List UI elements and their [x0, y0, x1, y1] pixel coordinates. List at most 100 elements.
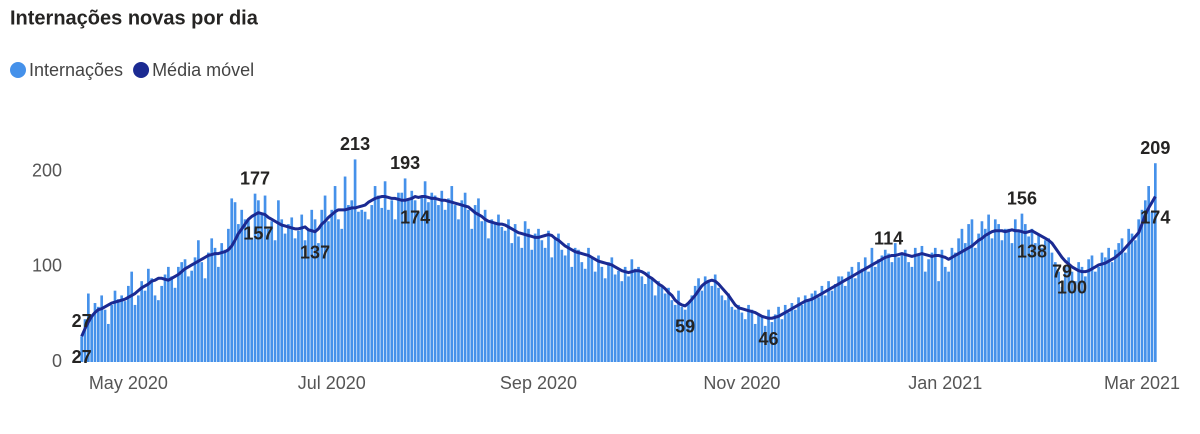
bar	[403, 178, 407, 362]
bar	[343, 176, 347, 362]
bar	[120, 295, 124, 362]
bar	[477, 198, 480, 362]
bar	[743, 319, 747, 362]
bar	[1067, 257, 1070, 362]
bar	[970, 219, 974, 362]
bar	[797, 297, 800, 362]
bar	[253, 193, 257, 362]
bar	[513, 224, 517, 362]
bar	[177, 266, 180, 362]
bar	[1143, 200, 1147, 362]
bar	[847, 271, 850, 362]
bar	[510, 243, 514, 362]
bar	[900, 253, 904, 362]
bar	[153, 295, 157, 362]
bar	[287, 224, 290, 362]
bar	[923, 271, 927, 362]
bar	[553, 238, 557, 362]
bar	[323, 195, 327, 362]
bar	[840, 276, 844, 362]
bar	[833, 284, 837, 362]
bar	[780, 319, 784, 362]
bar	[80, 336, 84, 362]
bar	[637, 266, 640, 362]
bar	[1013, 219, 1017, 362]
bar	[673, 304, 677, 362]
bar	[97, 306, 100, 362]
bar	[567, 243, 570, 362]
bar	[213, 247, 217, 362]
bar	[137, 295, 140, 362]
bar	[543, 247, 547, 362]
bar	[820, 285, 824, 362]
bar	[347, 205, 350, 362]
bar	[653, 295, 657, 362]
bar	[327, 221, 330, 362]
bar	[1097, 266, 1100, 362]
legend-swatch	[133, 62, 150, 78]
bar	[557, 233, 560, 362]
bar	[1087, 259, 1090, 362]
bar	[193, 257, 197, 362]
bar	[527, 228, 530, 362]
bar	[1130, 233, 1134, 362]
bar	[277, 200, 280, 362]
bar	[873, 266, 877, 362]
bar	[933, 247, 937, 362]
bar	[203, 278, 207, 362]
legend-swatch	[10, 62, 26, 78]
bar	[93, 303, 97, 362]
bar	[910, 266, 914, 362]
bar	[693, 285, 697, 362]
bar	[457, 219, 460, 362]
bar	[453, 205, 457, 362]
bar	[817, 297, 820, 362]
bar	[687, 303, 690, 362]
bar	[570, 266, 574, 362]
bar	[787, 312, 790, 362]
bar	[913, 247, 917, 362]
bar	[597, 255, 600, 362]
bar	[640, 276, 644, 362]
bar	[250, 238, 254, 362]
x-tick-label: Jul 2020	[298, 373, 366, 393]
bar	[547, 230, 550, 362]
bar	[123, 301, 127, 362]
bar	[283, 233, 287, 362]
bar	[667, 287, 670, 362]
bar	[520, 247, 524, 362]
bar	[1000, 240, 1004, 362]
bar	[210, 238, 214, 362]
bar	[723, 300, 727, 362]
bar	[880, 255, 884, 362]
bar	[330, 209, 334, 362]
bar	[870, 247, 874, 362]
x-tick-label: May 2020	[89, 373, 168, 393]
bar	[173, 287, 177, 362]
bar	[1003, 228, 1007, 362]
bar	[1090, 255, 1094, 362]
bar	[363, 211, 367, 362]
bar	[583, 268, 587, 362]
bar	[110, 304, 114, 362]
bar	[517, 236, 520, 362]
bar	[393, 219, 397, 362]
bar	[380, 207, 384, 362]
bar	[480, 221, 484, 362]
bar	[960, 228, 964, 362]
bar	[950, 247, 954, 362]
bar	[747, 304, 750, 362]
bar	[483, 209, 487, 362]
bar	[257, 200, 260, 362]
bar	[1100, 252, 1104, 362]
bar	[793, 309, 797, 362]
moving-average-line	[80, 195, 1157, 337]
bar	[1070, 271, 1074, 362]
bar	[980, 221, 984, 362]
bar	[600, 266, 604, 362]
bar	[690, 295, 694, 362]
bar	[707, 281, 710, 362]
bar	[717, 287, 720, 362]
bar	[887, 253, 890, 362]
bar	[113, 290, 117, 362]
